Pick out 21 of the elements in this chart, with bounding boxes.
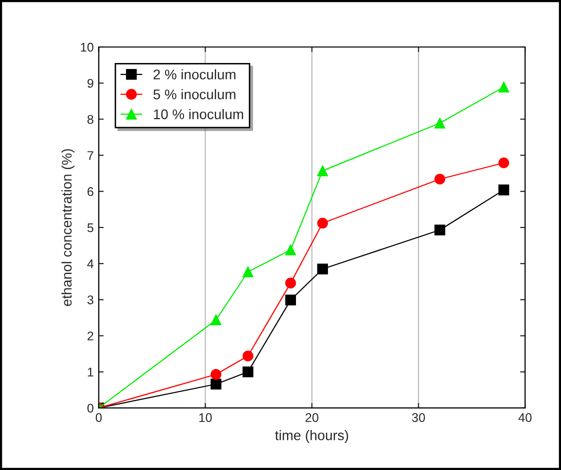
y-tick-label: 10 (80, 42, 94, 52)
y-tick-label: 5 (87, 223, 94, 232)
legend-label: 2 % inoculum (154, 69, 236, 80)
y-tick-label: 8 (87, 114, 94, 124)
x-tick-label: 0 (96, 413, 102, 422)
y-axis-title: ethanol concentration (%) (61, 149, 74, 306)
y-tick-label: 3 (87, 295, 94, 304)
x-axis-title: time (hours) (275, 430, 348, 443)
y-tick-label: 1 (88, 368, 94, 376)
x-tick-label: 20 (306, 413, 318, 422)
y-tick-label: 2 (88, 332, 94, 340)
y-tick-label: 0 (87, 404, 94, 413)
legend-label: 10 % inoculum (154, 109, 244, 120)
x-tick-label: 10 (199, 413, 212, 422)
x-tick-label: 30 (412, 413, 425, 422)
legend-label: 5 % inoculum (153, 89, 236, 100)
x-tick-label: 40 (518, 413, 532, 422)
y-tick-label: 4 (87, 260, 94, 268)
y-tick-label: 9 (88, 78, 94, 88)
y-tick-label: 7 (88, 151, 94, 160)
y-tick-label: 6 (88, 187, 94, 196)
